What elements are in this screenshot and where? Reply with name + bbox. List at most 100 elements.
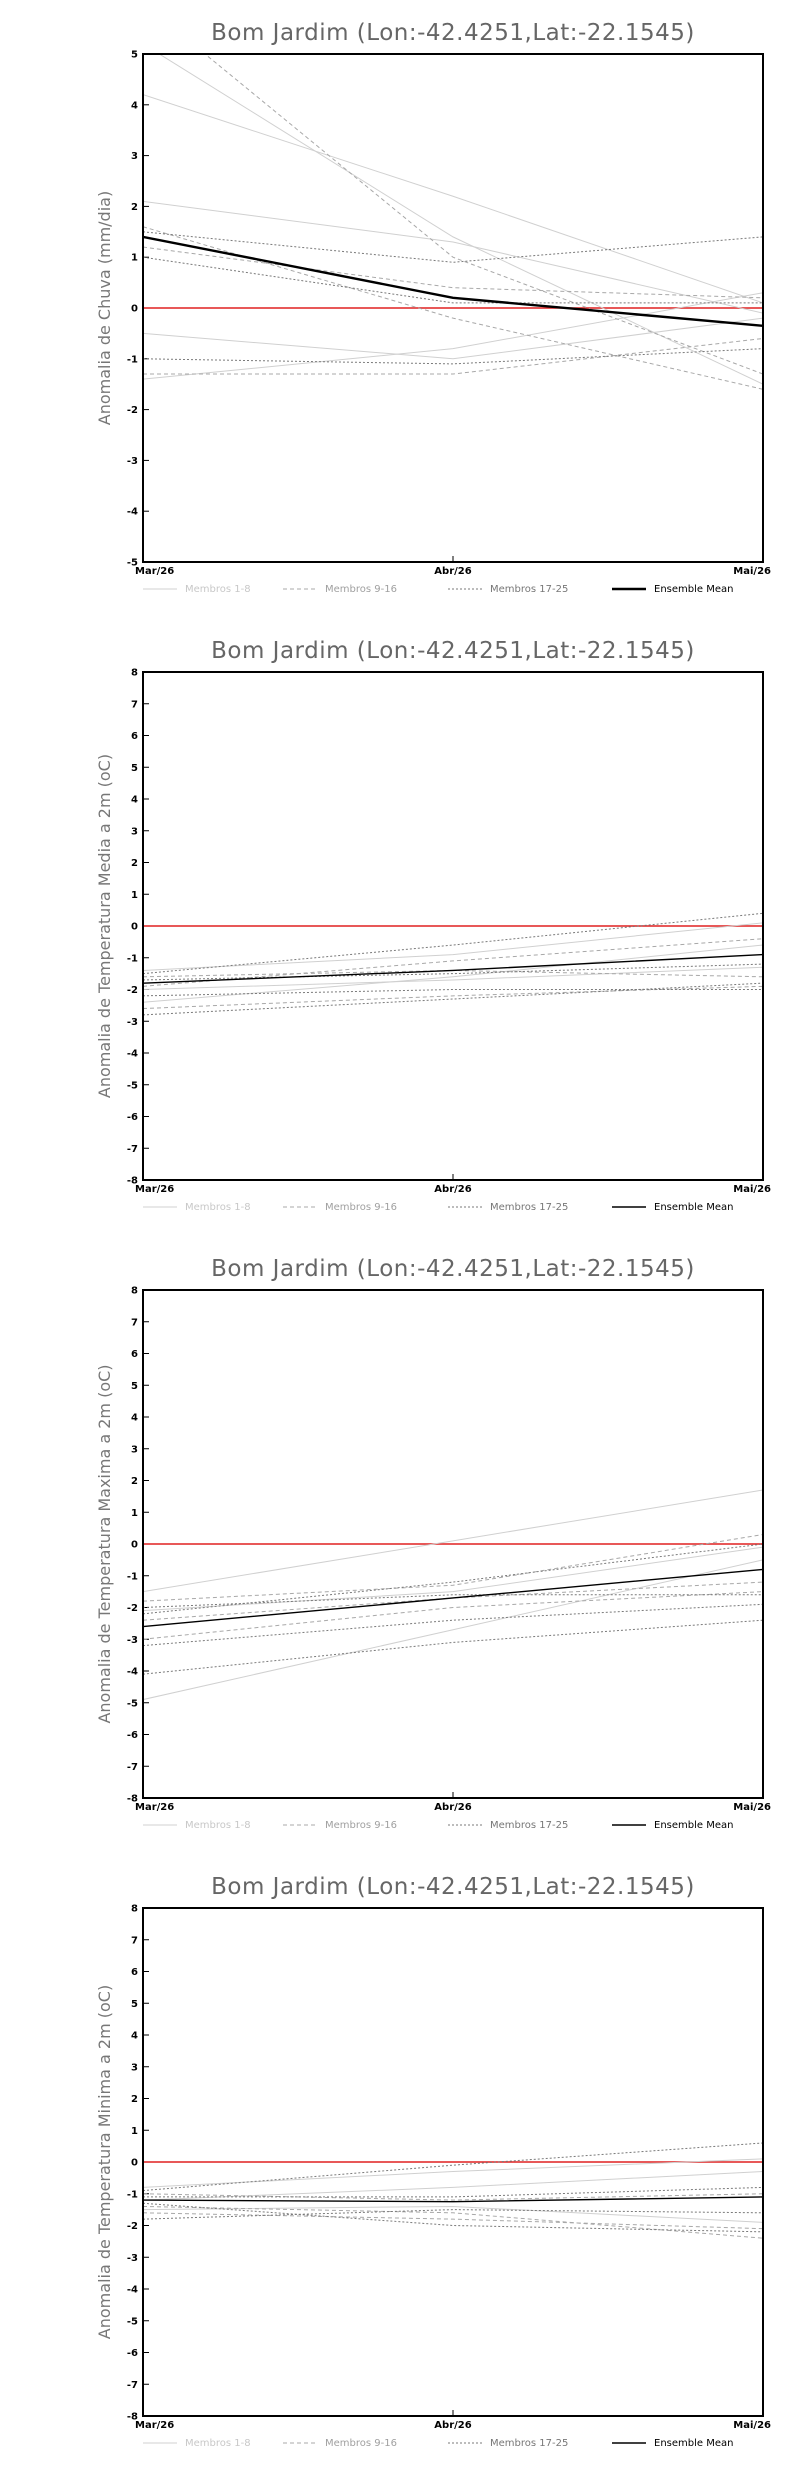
- y-tick-label: 6: [131, 731, 138, 742]
- member-line: [143, 985, 763, 1010]
- x-tick-label: Mar/26: [135, 1802, 174, 1813]
- y-tick-label: 5: [131, 50, 138, 61]
- member-line: [143, 1581, 763, 1621]
- y-tick-label: 0: [131, 1540, 138, 1551]
- x-tick-label: Mar/26: [135, 2420, 174, 2431]
- member-line: [143, 94, 763, 304]
- member-line: [143, 912, 763, 975]
- legend-entry: Membros 9-16: [325, 1820, 397, 1831]
- legend-entry: Membros 9-16: [325, 584, 397, 595]
- y-tick-label: 0: [131, 922, 138, 933]
- y-tick-label: -3: [127, 1635, 138, 1646]
- y-tick-label: -8: [127, 1176, 138, 1187]
- y-tick-label: 1: [131, 890, 138, 901]
- member-line: [143, 2212, 763, 2230]
- legend-entry: Membros 17-25: [490, 1820, 568, 1831]
- y-tick-label: 3: [131, 1444, 138, 1455]
- member-line: [143, 966, 763, 990]
- y-tick-label: -3: [127, 456, 138, 467]
- chart-title: Bom Jardim (Lon:-42.4251,Lat:-22.1545): [211, 1874, 695, 1900]
- y-tick-label: -7: [127, 1144, 138, 1155]
- y-tick-label: -4: [127, 507, 138, 518]
- member-line: [143, 2171, 763, 2201]
- y-tick-label: -5: [127, 2316, 138, 2327]
- y-tick-label: -6: [127, 1730, 138, 1741]
- y-tick-label: -5: [127, 1698, 138, 1709]
- y-tick-label: -1: [127, 2189, 138, 2200]
- y-tick-label: 4: [131, 1413, 138, 1424]
- plot-frame: [142, 1289, 764, 1799]
- y-tick-label: -2: [127, 1603, 138, 1614]
- member-line: [143, 2193, 763, 2201]
- y-tick-label: 4: [131, 795, 138, 806]
- legend-entry: Ensemble Mean: [654, 2438, 733, 2449]
- member-line: [143, 982, 763, 1016]
- member-line: [143, 2142, 763, 2192]
- chart-panel-2: Bom Jardim (Lon:-42.4251,Lat:-22.1545) An…: [0, 618, 800, 1236]
- plot-frame: [142, 671, 764, 1181]
- y-tick-label: 2: [131, 858, 138, 869]
- member-line: [143, 246, 763, 299]
- y-tick-label: 5: [131, 763, 138, 774]
- x-tick-label: Abr/26: [434, 1184, 471, 1195]
- y-tick-label: 3: [131, 2062, 138, 2073]
- chart-svg: Bom Jardim (Lon:-42.4251,Lat:-22.1545) An…: [95, 1256, 771, 1831]
- y-tick-label: 3: [131, 826, 138, 837]
- y-tick-label: -5: [127, 558, 138, 569]
- member-line: [143, 2209, 763, 2220]
- y-tick-label: 2: [131, 1476, 138, 1487]
- y-tick-label: 7: [131, 699, 138, 710]
- chart-title: Bom Jardim (Lon:-42.4251,Lat:-22.1545): [211, 638, 695, 664]
- plot-frame: [142, 1907, 764, 2417]
- chart-svg: Bom Jardim (Lon:-42.4251,Lat:-22.1545) An…: [95, 638, 771, 1213]
- member-line: [204, 54, 763, 375]
- y-tick-label: 5: [131, 1381, 138, 1392]
- legend-entry: Membros 1-8: [185, 2438, 251, 2449]
- member-line: [143, 2202, 763, 2233]
- y-tick-label: -2: [127, 2221, 138, 2232]
- chart-title: Bom Jardim (Lon:-42.4251,Lat:-22.1545): [211, 20, 695, 46]
- member-line: [143, 337, 763, 375]
- ensemble-mean-line: [143, 1568, 763, 1628]
- y-tick-label: 1: [131, 1508, 138, 1519]
- y-tick-label: 0: [131, 2158, 138, 2169]
- member-line: [143, 1559, 763, 1701]
- y-tick-label: 1: [131, 253, 138, 264]
- x-tick-label: Abr/26: [434, 1802, 471, 1813]
- chart-panel-4: Bom Jardim (Lon:-42.4251,Lat:-22.1545) An…: [0, 1854, 800, 2472]
- y-tick-label: 5: [131, 1999, 138, 2010]
- y-tick-label: -2: [127, 985, 138, 996]
- chart-svg: Bom Jardim (Lon:-42.4251,Lat:-22.1545) An…: [95, 1874, 771, 2449]
- member-line: [143, 1591, 763, 1640]
- member-line: [143, 938, 763, 987]
- y-tick-label: -3: [127, 2253, 138, 2264]
- ensemble-mean-line: [143, 235, 763, 327]
- y-tick-label: -7: [127, 1762, 138, 1773]
- y-tick-label: 3: [131, 151, 138, 162]
- x-tick-label: Mar/26: [135, 566, 174, 577]
- y-tick-label: -8: [127, 2412, 138, 2423]
- member-line: [143, 200, 763, 314]
- y-tick-label: -1: [127, 953, 138, 964]
- y-tick-label: -6: [127, 2348, 138, 2359]
- y-tick-label: 6: [131, 1349, 138, 1360]
- y-tick-label: 2: [131, 2094, 138, 2105]
- ensemble-mean-line: [143, 2196, 763, 2203]
- chart-panel-3: Bom Jardim (Lon:-42.4251,Lat:-22.1545) An…: [0, 1236, 800, 1854]
- y-tick-label: -1: [127, 354, 138, 365]
- y-tick-label: 0: [131, 304, 138, 315]
- member-line: [143, 256, 763, 304]
- y-tick-label: 7: [131, 1935, 138, 1946]
- chart-svg: Bom Jardim (Lon:-42.4251,Lat:-22.1545) An…: [95, 20, 771, 595]
- legend-entry: Membros 9-16: [325, 2438, 397, 2449]
- y-tick-label: 6: [131, 1967, 138, 1978]
- member-line: [143, 2205, 763, 2239]
- y-tick-label: -4: [127, 2285, 138, 2296]
- member-line: [143, 944, 763, 1003]
- y-tick-label: -2: [127, 405, 138, 416]
- member-line: [143, 2158, 763, 2188]
- member-line: [143, 1603, 763, 1647]
- member-line: [143, 317, 763, 360]
- y-axis-label: Anomalia de Temperatura Minima a 2m (oC): [95, 1985, 114, 2339]
- legend-entry: Membros 17-25: [490, 2438, 568, 2449]
